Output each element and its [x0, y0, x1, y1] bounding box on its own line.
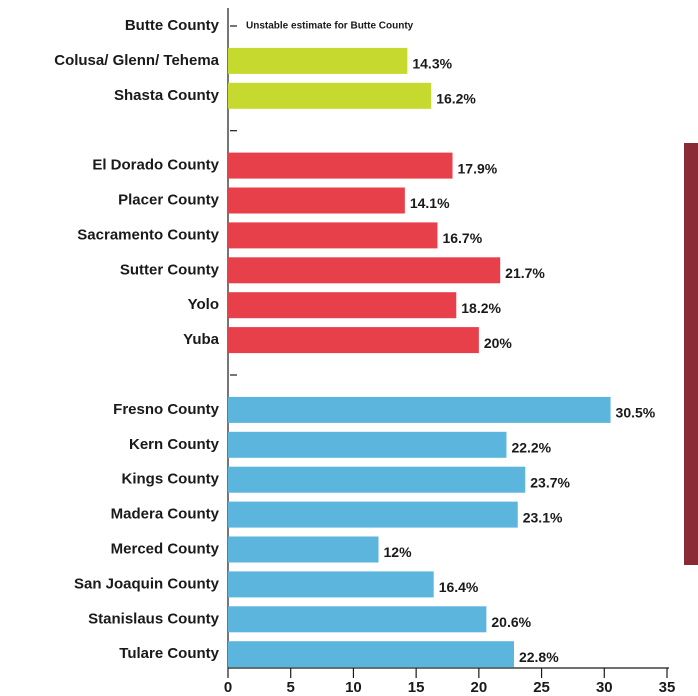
value-label: 16.4%	[439, 579, 479, 595]
bar	[228, 571, 434, 598]
value-label: 14.1%	[410, 195, 450, 211]
value-label: 14.3%	[412, 56, 452, 72]
value-label: 20.6%	[491, 614, 531, 630]
value-label: 17.9%	[458, 160, 498, 176]
x-tick-label: 10	[345, 679, 362, 696]
value-label: 21.7%	[505, 265, 545, 281]
side-band	[684, 143, 698, 565]
value-label: 18.2%	[461, 300, 501, 316]
y-tick-label: El Dorado County	[92, 157, 219, 174]
value-label: 16.7%	[442, 230, 482, 246]
bar	[228, 82, 432, 109]
y-tick-label: Fresno County	[113, 401, 219, 418]
value-label: 30.5%	[616, 405, 656, 421]
y-tick-label: San Joaquin County	[74, 575, 220, 592]
bar	[228, 152, 453, 179]
value-label: 23.1%	[523, 509, 563, 525]
bar	[228, 292, 457, 319]
bar	[228, 327, 479, 354]
value-label: 23.7%	[530, 474, 570, 490]
y-tick-label: Sutter County	[120, 261, 220, 278]
y-tick-label: Sacramento County	[77, 226, 219, 243]
bar	[228, 47, 408, 74]
bar	[228, 431, 507, 458]
x-tick-label: 20	[471, 679, 488, 696]
bar	[228, 606, 487, 633]
value-label: 16.2%	[436, 91, 476, 107]
value-label: 22.2%	[511, 440, 551, 456]
x-tick-label: 15	[408, 679, 425, 696]
bar	[228, 396, 611, 423]
y-tick-label: Yuba	[183, 331, 220, 348]
y-tick-label: Tulare County	[119, 645, 219, 662]
y-tick-label: Merced County	[111, 540, 220, 557]
x-tick-label: 25	[533, 679, 550, 696]
y-tick-label: Stanislaus County	[88, 610, 220, 627]
bar	[228, 466, 526, 493]
y-tick-label: Kern County	[129, 436, 220, 453]
y-tick-label: Madera County	[111, 506, 220, 523]
value-label: 22.8%	[519, 649, 559, 665]
y-tick-label: Butte County	[125, 17, 220, 34]
bar	[228, 536, 379, 563]
y-tick-label: Shasta County	[114, 87, 220, 104]
y-tick-label: Kings County	[122, 471, 220, 488]
bar	[228, 501, 518, 528]
y-tick-label: Placer County	[118, 191, 220, 208]
value-label: 12%	[384, 544, 413, 560]
x-tick-label: 0	[224, 679, 232, 696]
value-label: 20%	[484, 335, 513, 351]
bar	[228, 257, 501, 284]
bar	[228, 187, 405, 214]
x-tick-label: 30	[596, 679, 613, 696]
bar	[228, 641, 514, 668]
x-tick-label: 5	[287, 679, 295, 696]
y-tick-label: Colusa/ Glenn/ Tehema	[54, 52, 219, 69]
y-tick-label: Yolo	[188, 296, 219, 313]
annotation: Unstable estimate for Butte County	[246, 21, 414, 32]
bar	[228, 222, 438, 249]
x-tick-label: 35	[659, 679, 676, 696]
